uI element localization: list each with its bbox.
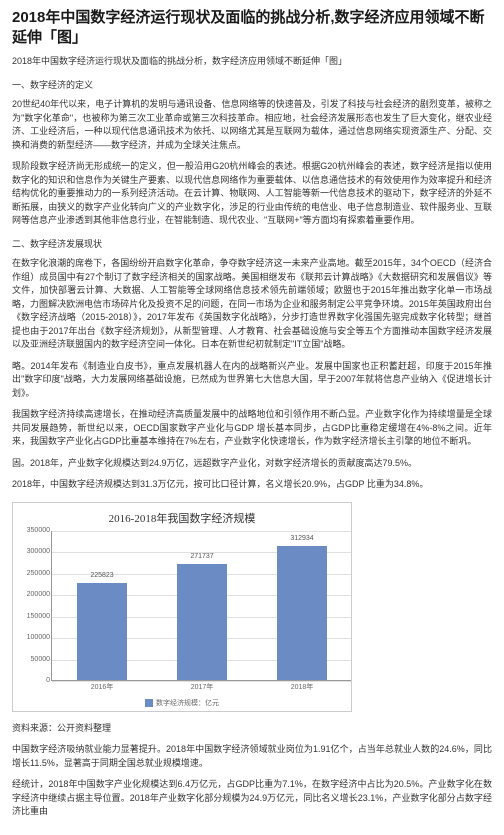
- chart-bar: 271737: [177, 564, 227, 680]
- bar-value-label: 312934: [277, 534, 327, 545]
- bar-value-label: 225823: [77, 571, 127, 582]
- y-tick-label: 300000: [22, 547, 50, 558]
- subtitle: 2018年中国数字经济运行现状及面临的挑战分析，数字经济应用领域不断延伸「图」: [12, 55, 492, 69]
- paragraph-1: 20世纪40年代以来，电子计算机的发明与通讯设备、信息网络等的快速普及，引发了科…: [12, 98, 492, 152]
- y-tick-label: 50000: [22, 654, 50, 665]
- y-tick-label: 100000: [22, 633, 50, 644]
- paragraph-5: 我国数字经济持续高速增长，在推动经济高质量发展中的战略地位和引领作用不断凸显。产…: [12, 408, 492, 449]
- chart-bar: 225823: [77, 583, 127, 680]
- chart-legend: 数字经济规模：亿元: [21, 699, 343, 710]
- paragraph-6: 固。2018年，产业数字化规模达到24.9万亿，远超数字产业化，对数字经济增长的…: [12, 457, 492, 471]
- section-1-title: 一、数字经济的定义: [12, 79, 492, 93]
- bar-value-label: 271737: [177, 552, 227, 563]
- paragraph-8: 中国数字经济吸纳就业能力显著提升。2018年中国数字经济领域就业岗位为1.91亿…: [12, 743, 492, 770]
- chart-plot-area: 0500001000001500002000002500003000003500…: [51, 531, 351, 681]
- y-tick-label: 250000: [22, 569, 50, 580]
- y-tick-label: 0: [22, 676, 50, 687]
- legend-label: 数字经济规模：亿元: [156, 700, 219, 707]
- chart-source: 资料来源：公开资料整理: [12, 722, 492, 736]
- y-tick-label: 150000: [22, 611, 50, 622]
- y-tick-label: 200000: [22, 590, 50, 601]
- chart-title: 2016-2018年我国数字经济规模: [21, 511, 343, 528]
- x-tick-label: 2016年: [77, 683, 127, 694]
- x-tick-label: 2018年: [277, 683, 327, 694]
- paragraph-9: 经统计，2018年中国数字产业化规模达到6.4万亿元，占GDP比重为7.1%，在…: [12, 778, 492, 819]
- section-2-title: 二、数字经济发展现状: [12, 238, 492, 252]
- paragraph-7: 2018年，中国数字经济规模达到31.3万亿元，按可比口径计算，名义增长20.9…: [12, 478, 492, 492]
- x-tick-label: 2017年: [177, 683, 227, 694]
- paragraph-3: 在数字化浪潮的席卷下，各国纷纷开启数字化革命，争夺数字经济这一未来产业高地。截至…: [12, 257, 492, 352]
- paragraph-4: 略。2014年发布《制造业白皮书》，重点发展机器人在内的战略新兴产业。发展中国家…: [12, 360, 492, 401]
- legend-swatch: [145, 699, 153, 707]
- bar-chart: 2016-2018年我国数字经济规模 050000100000150000200…: [12, 502, 352, 712]
- chart-bar: 312934: [277, 546, 327, 680]
- page-title: 2018年中国数字经济运行现状及面临的挑战分析,数字经济应用领域不断延伸「图」: [12, 8, 492, 47]
- paragraph-2: 现阶段数字经济尚无形成统一的定义，但一般沿用G20杭州峰会的表述。根据G20杭州…: [12, 160, 492, 228]
- y-tick-label: 350000: [22, 526, 50, 537]
